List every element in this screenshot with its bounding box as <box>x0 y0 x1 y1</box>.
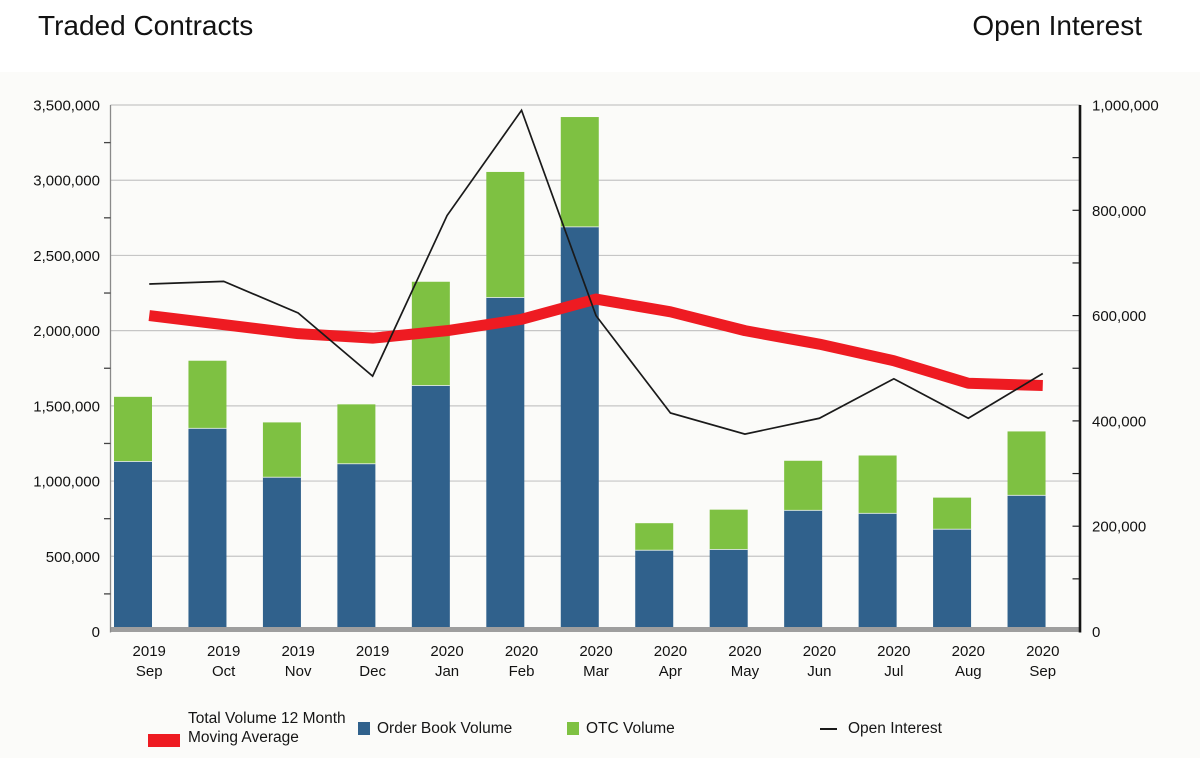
legend-swatch-otc <box>567 722 579 735</box>
bar-order-book <box>933 529 972 632</box>
x-axis-category-label: 2019 Sep <box>133 643 166 680</box>
x-axis-category-label: 2020 May <box>728 643 761 680</box>
right-axis-tick-label: 200,000 <box>1092 519 1146 536</box>
bar-otc <box>486 171 525 298</box>
bar-otc <box>1007 431 1046 496</box>
bar-order-book <box>486 297 525 632</box>
bar-otc <box>858 455 897 514</box>
legend-swatch-open-interest <box>820 728 837 730</box>
left-axis-tick-label: 0 <box>92 624 100 641</box>
right-axis-tick-label: 400,000 <box>1092 413 1146 430</box>
left-axis-tick-label: 500,000 <box>46 549 100 566</box>
legend-label-order-book: Order Book Volume <box>377 720 513 737</box>
left-axis-tick-label: 3,000,000 <box>33 173 100 190</box>
left-axis-tick-label: 3,500,000 <box>33 98 100 115</box>
moving-average-line <box>148 293 1043 392</box>
x-axis-category-label: 2019 Oct <box>207 643 240 680</box>
bar-order-book <box>635 550 674 632</box>
bar-order-book <box>560 226 599 632</box>
legend-swatch-order-book <box>358 722 370 735</box>
x-axis-category-label: 2020 Aug <box>952 643 985 680</box>
bar-otc <box>560 117 599 227</box>
x-axis-category-label: 2020 Feb <box>505 643 538 680</box>
bar-otc <box>709 509 748 550</box>
x-axis-category-label: 2020 Jul <box>877 643 910 680</box>
right-axis-tick-label: 0 <box>1092 624 1100 641</box>
x-axis-baseline <box>110 627 1081 632</box>
x-axis-category-label: 2020 Apr <box>654 643 687 680</box>
bar-order-book <box>337 463 376 632</box>
bar-otc <box>262 422 301 478</box>
chart-title-left: Traded Contracts <box>38 10 254 41</box>
bar-order-book <box>784 510 823 632</box>
chart-title-right: Open Interest <box>972 10 1142 41</box>
bar-otc <box>337 404 376 464</box>
bar-order-book <box>709 549 748 632</box>
x-axis-category-label: 2020 Sep <box>1026 643 1059 680</box>
bar-otc <box>933 497 972 530</box>
right-axis-tick-label: 800,000 <box>1092 203 1146 220</box>
bar-order-book <box>262 477 301 632</box>
left-axis-tick-label: 2,500,000 <box>33 248 100 265</box>
x-axis-category-label: 2020 Jun <box>803 643 836 680</box>
bar-order-book <box>188 428 227 632</box>
bar-otc <box>635 523 674 551</box>
left-axis-tick-label: 1,500,000 <box>33 398 100 415</box>
x-axis-category-label: 2019 Dec <box>356 643 389 680</box>
open-interest-line <box>149 108 1044 435</box>
bar-otc <box>114 396 152 462</box>
bar-otc <box>784 460 823 511</box>
x-axis-category-label: 2020 Jan <box>430 643 463 680</box>
x-axis-category-label: 2019 Nov <box>281 643 314 680</box>
x-axis-category-label: 2020 Mar <box>579 643 612 680</box>
left-axis-tick-label: 2,000,000 <box>33 323 100 340</box>
legend-label-open-interest: Open Interest <box>848 720 942 737</box>
right-axis-tick-label: 1,000,000 <box>1092 98 1159 115</box>
right-axis-tick-label: 600,000 <box>1092 308 1146 325</box>
bar-order-book <box>114 461 152 632</box>
legend-swatch-moving-average <box>148 734 180 747</box>
left-axis-tick-label: 1,000,000 <box>33 474 100 491</box>
bar-otc <box>188 360 227 429</box>
bar-order-book <box>411 385 450 632</box>
bar-order-book <box>1007 495 1046 632</box>
legend-label-otc: OTC Volume <box>586 720 675 737</box>
bar-order-book <box>858 513 897 632</box>
legend-label-moving-average: Total Volume 12 Month Moving Average <box>188 710 346 746</box>
